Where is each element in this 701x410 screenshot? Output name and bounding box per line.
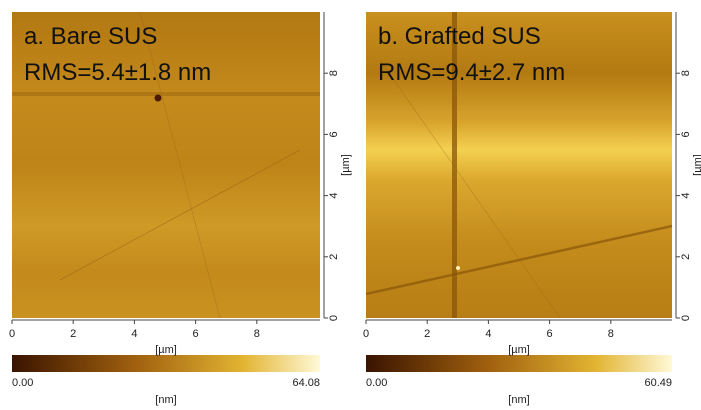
y-tick-label: 2: [328, 254, 340, 260]
y-tick-label: 4: [328, 193, 340, 199]
x-axis-label: [µm]: [508, 344, 530, 356]
y-tick-label: 0: [328, 315, 340, 321]
colorbar-max: 60.49: [644, 377, 672, 389]
x-tick-label: 2: [70, 328, 76, 340]
colorbar: [366, 355, 672, 372]
colorbar-unit: [nm]: [508, 394, 529, 406]
x-axis-label: [µm]: [155, 344, 177, 356]
y-tick-label: 4: [680, 193, 692, 199]
x-tick-label: 6: [547, 328, 553, 340]
y-tick-label: 8: [680, 70, 692, 76]
x-tick-label: 0: [363, 328, 369, 340]
colorbar-unit: [nm]: [155, 394, 176, 406]
y-tick-label: 6: [680, 131, 692, 137]
x-tick-label: 4: [131, 328, 137, 340]
panel-title: b. Grafted SUS: [378, 23, 541, 50]
colorbar: [12, 355, 320, 372]
x-tick-label: 2: [424, 328, 430, 340]
y-axis-label: [µm]: [340, 154, 352, 176]
colorbar-max: 64.08: [292, 377, 320, 389]
rms-label: RMS=9.4±2.7 nm: [378, 59, 565, 86]
colorbar-min: 0.00: [366, 377, 387, 389]
x-tick-label: 4: [485, 328, 491, 340]
x-tick-label: 8: [608, 328, 614, 340]
y-tick-label: 8: [328, 70, 340, 76]
y-tick-label: 6: [328, 131, 340, 137]
panel-b-image: [365, 12, 673, 319]
y-tick-label: 2: [680, 254, 692, 260]
panel-title: a. Bare SUS: [24, 23, 157, 50]
y-tick-label: 0: [680, 315, 692, 321]
colorbar-min: 0.00: [12, 377, 33, 389]
x-tick-label: 8: [254, 328, 260, 340]
x-tick-label: 6: [193, 328, 199, 340]
x-tick-label: 0: [9, 328, 15, 340]
panel-a-image: [12, 11, 320, 319]
rms-label: RMS=5.4±1.8 nm: [24, 59, 211, 86]
y-axis-label: [µm]: [692, 154, 701, 176]
